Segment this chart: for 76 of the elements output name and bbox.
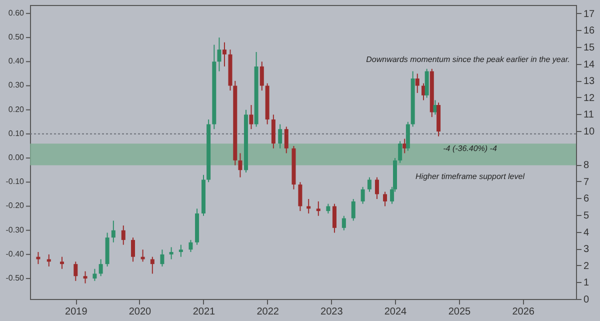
candlestick	[326, 203, 330, 214]
candlestick	[98, 258, 103, 277]
candlestick	[278, 124, 282, 149]
y2-tick-label: 14	[584, 59, 596, 70]
candlestick	[121, 225, 126, 246]
candlestick	[342, 215, 346, 231]
x-tick-label: 2022	[256, 306, 280, 318]
y2-tick-label: 5	[584, 210, 590, 222]
candlestick	[160, 249, 164, 267]
y2-tick-label: 3	[584, 244, 590, 256]
y2-tick-label: 17	[584, 8, 596, 20]
y-tick-label: -0.20	[6, 201, 25, 210]
candlestick	[150, 256, 154, 274]
candlestick	[60, 256, 64, 270]
candlestick	[238, 152, 242, 178]
candlestick	[298, 182, 302, 212]
y2-tick-label: 2	[584, 260, 590, 272]
x-tick-label: 2020	[128, 306, 152, 318]
x-tick-label: 2019	[65, 306, 88, 318]
y2-tick-label: 12	[584, 92, 596, 104]
y2-tick-label: 10	[584, 126, 596, 138]
candlestick	[383, 191, 388, 207]
annotation: -4 (-36.40%) -4	[443, 144, 498, 153]
candlestick	[351, 198, 356, 222]
candlestick	[260, 61, 264, 92]
candlestick	[360, 186, 365, 204]
candlestick	[249, 104, 254, 130]
y2-tick-label: 16	[584, 26, 596, 37]
x-tick-label: 2023	[320, 306, 344, 318]
y-tick-label: 0.20	[8, 104, 25, 114]
candlestick	[316, 200, 320, 216]
y2-tick-label: 1	[584, 278, 590, 289]
candlestick	[284, 126, 288, 154]
y-tick-label: 0.50	[8, 32, 25, 42]
annotation: Downwards momentum since the peak earlier in the year.	[366, 55, 570, 64]
y-tick-label: 0.30	[8, 80, 25, 90]
y2-tick-label: 8	[584, 160, 590, 172]
y2-tick-label: 0	[584, 294, 590, 306]
y2-tick-label: 6	[584, 194, 590, 205]
y-tick-label: 0.40	[8, 56, 25, 66]
y-tick-label: -0.50	[6, 274, 25, 283]
candlestick	[131, 237, 136, 262]
y-tick-label: 0.00	[8, 153, 25, 162]
y2-tick-label: 4	[584, 227, 590, 238]
candlestick	[46, 254, 51, 267]
candlestick	[111, 220, 116, 243]
y2-tick-label: 13	[584, 76, 596, 88]
x-tick-label: 2024	[384, 306, 408, 318]
candlestick	[83, 270, 88, 284]
candlestick	[398, 140, 402, 164]
y-tick-label: -0.30	[6, 225, 25, 234]
y-tick-label: 0.60	[8, 8, 25, 18]
x-tick-label: 2025	[448, 306, 472, 318]
candlestick	[367, 176, 372, 192]
candlestick	[74, 261, 78, 282]
y-tick-label: 0.10	[8, 128, 25, 138]
candlestick	[217, 37, 222, 72]
y2-tick-label: 7	[584, 176, 590, 188]
y-tick-label: -0.40	[6, 249, 25, 258]
candlestick	[169, 246, 174, 260]
candlestick	[92, 268, 97, 282]
candlestick	[402, 138, 407, 154]
x-tick-label: 2021	[192, 306, 216, 318]
candlestick	[222, 42, 226, 67]
candlestick	[374, 176, 379, 200]
annotation: Higher timeframe support level	[416, 172, 525, 181]
y2-tick-label: 15	[584, 42, 596, 54]
y2-tick-label: 11	[584, 110, 594, 121]
candlestick	[188, 239, 193, 253]
candlestick	[306, 198, 311, 214]
candlestick	[422, 82, 426, 101]
candlestick	[415, 73, 420, 94]
candlestick	[332, 203, 336, 234]
y-tick-label: -0.10	[6, 177, 25, 186]
x-tick-label: 2026	[512, 306, 535, 318]
candlestick	[178, 244, 183, 258]
